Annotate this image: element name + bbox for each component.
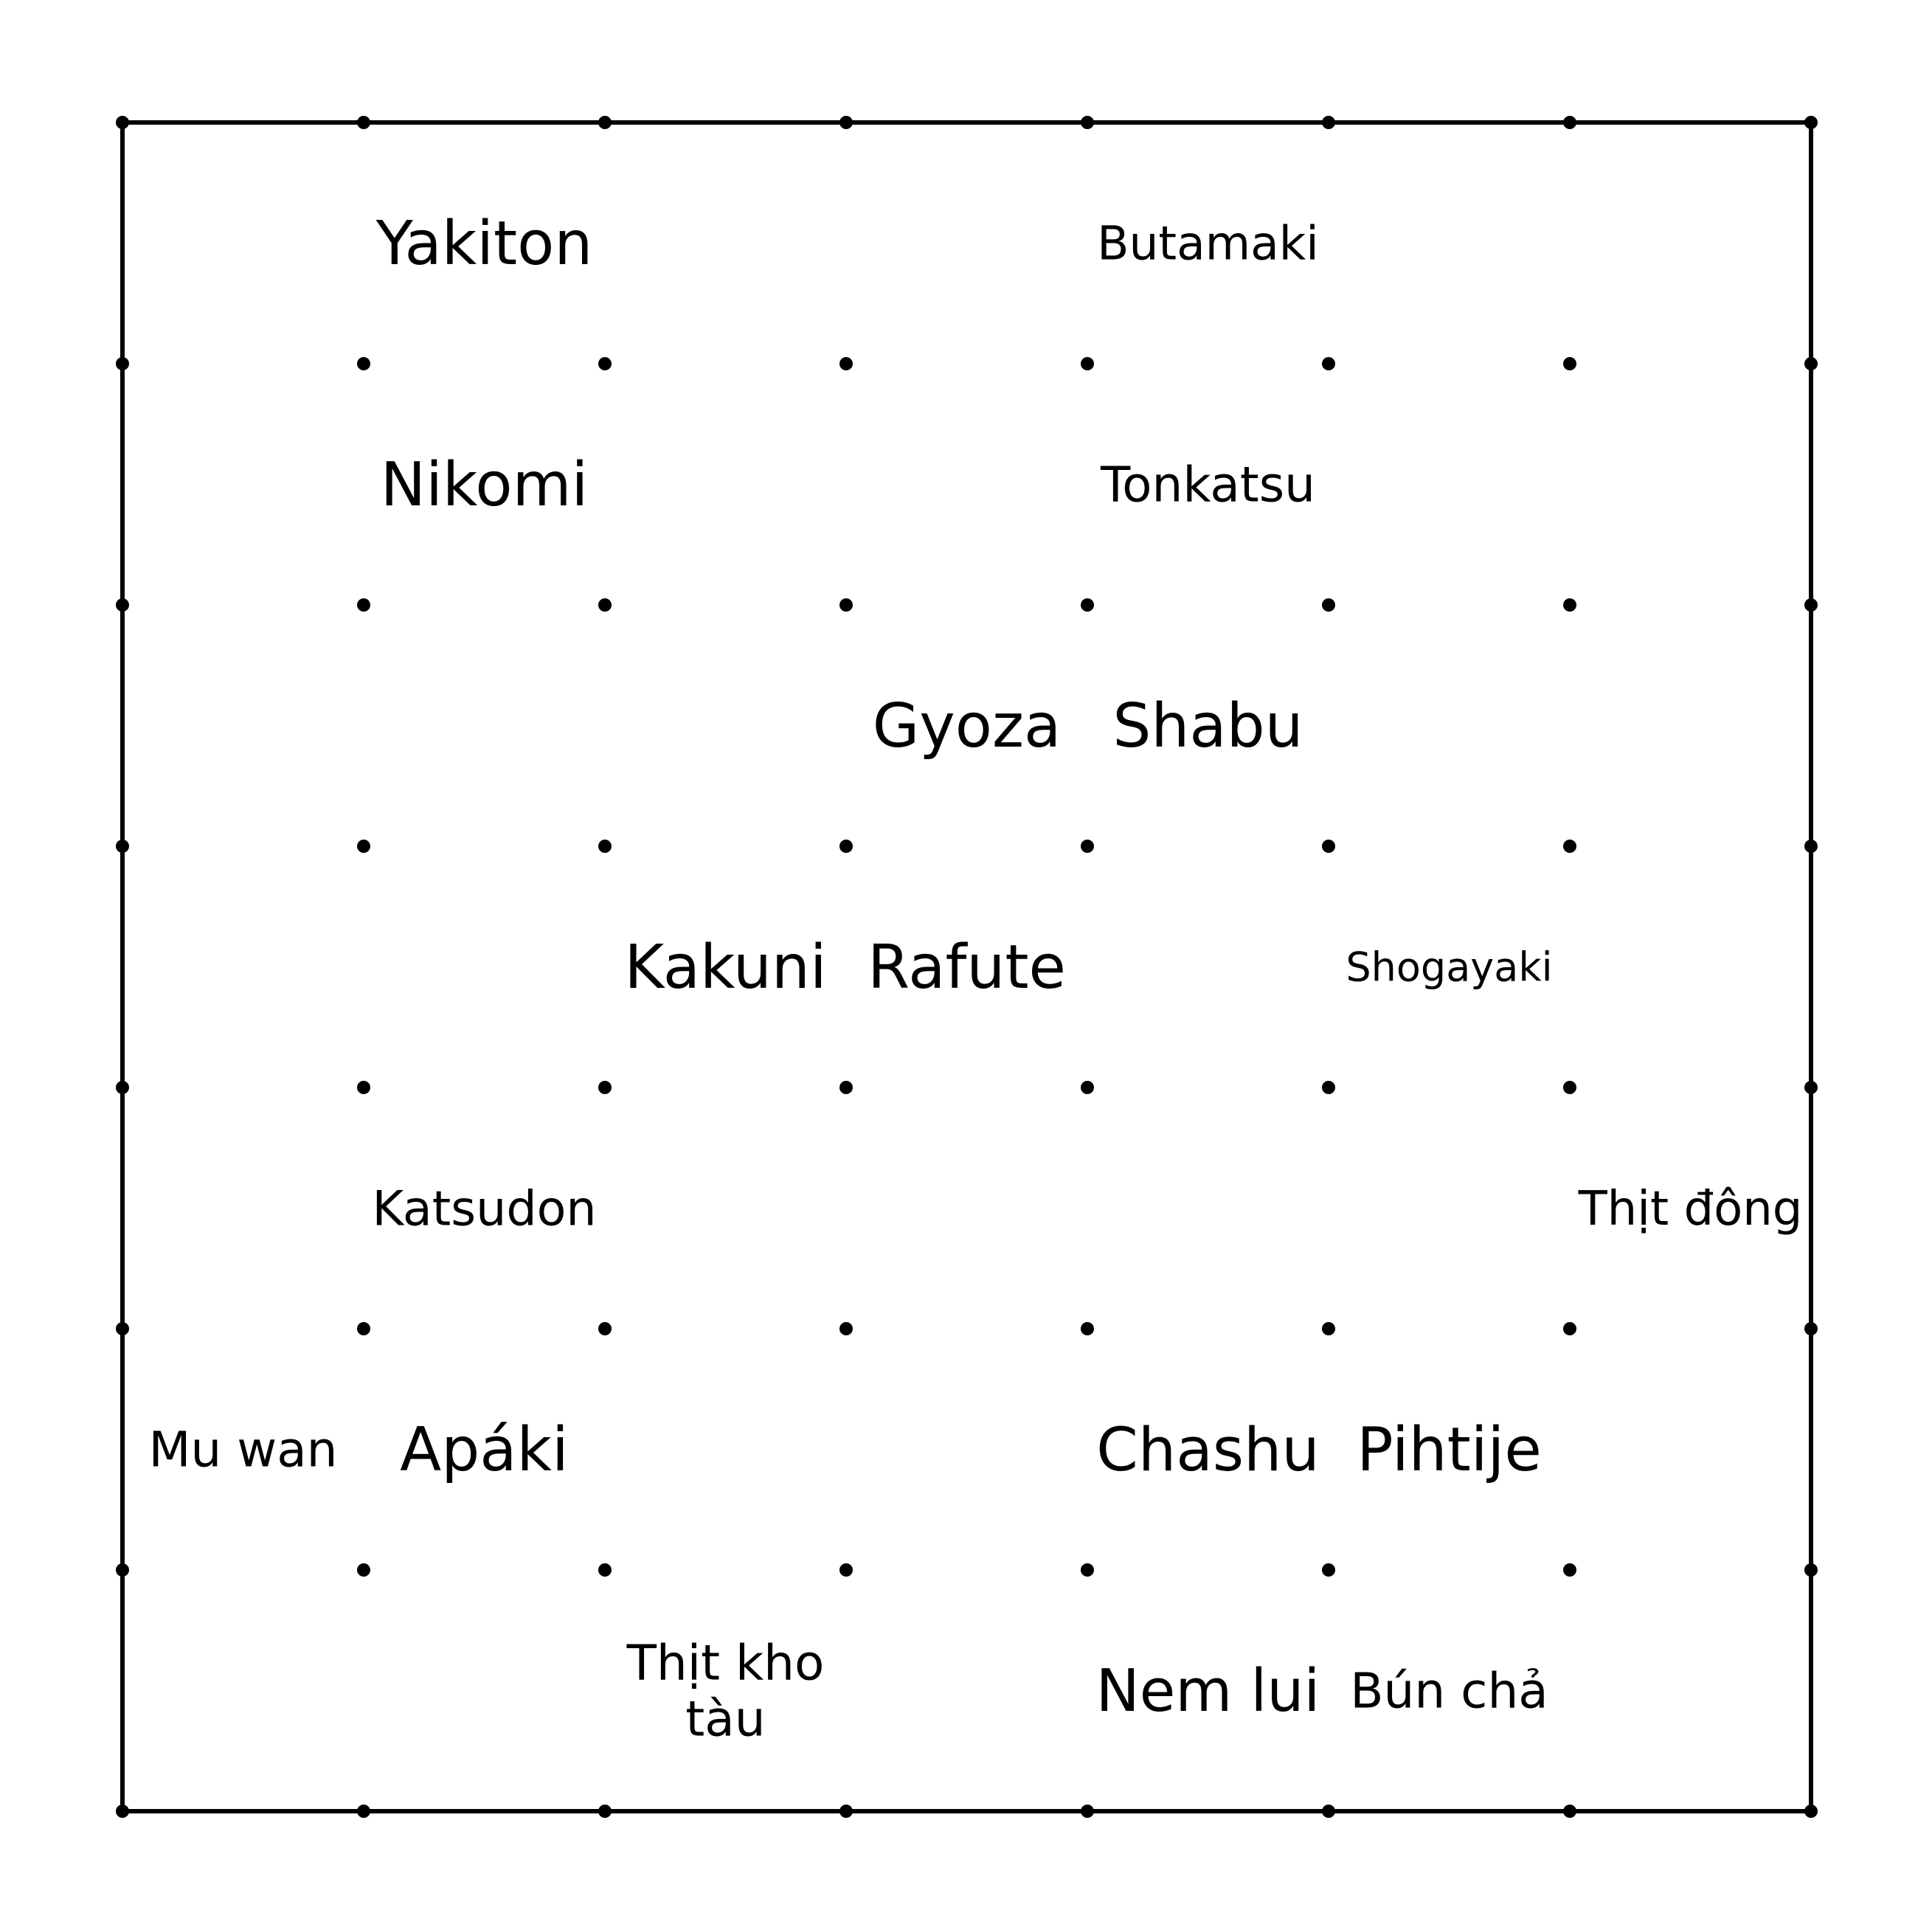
grid-dot (357, 1081, 370, 1094)
word-kakuni: Kakuni (624, 933, 826, 1003)
grid-dot (116, 1081, 129, 1094)
grid-dot (116, 116, 129, 129)
grid-dot (1563, 840, 1576, 853)
grid-dot (839, 1563, 853, 1577)
grid-dot (1804, 116, 1818, 129)
grid-dot (1563, 1563, 1576, 1577)
grid-dot (1804, 1322, 1818, 1335)
word-thit-kho-tau: Thịt kho tàu (626, 1635, 825, 1748)
grid-dot (1804, 1805, 1818, 1818)
word-apaki: Apáki (400, 1415, 569, 1485)
grid-dot (1804, 357, 1818, 370)
word-katsudon: Katsudon (372, 1181, 596, 1236)
grid-dot (357, 598, 370, 612)
grid-dot (1563, 116, 1576, 129)
grid-dot (357, 840, 370, 853)
grid-dot (1322, 1322, 1335, 1335)
grid-dot (1563, 598, 1576, 612)
word-mu-wan: Mu wan (148, 1422, 337, 1478)
grid-dot (839, 1805, 853, 1818)
board-border (120, 120, 1813, 1813)
grid-dot (116, 357, 129, 370)
grid-dot (1081, 1563, 1094, 1577)
grid-dot (116, 840, 129, 853)
grid-dot (598, 598, 612, 612)
grid-dot (1081, 598, 1094, 612)
word-shogayaki: Shogayaki (1346, 944, 1552, 990)
grid-dot (839, 1081, 853, 1094)
grid-dot (1322, 840, 1335, 853)
word-gyoza: Gyoza (873, 691, 1062, 761)
grid-dot (839, 116, 853, 129)
grid-dot (1322, 357, 1335, 370)
word-butamaki: Butamaki (1097, 217, 1318, 271)
word-nem-lui: Nem lui (1096, 1657, 1320, 1725)
grid-dot (839, 598, 853, 612)
grid-dot (1081, 116, 1094, 129)
grid-dot (1081, 357, 1094, 370)
grid-dot (357, 1805, 370, 1818)
grid-dot (116, 1563, 129, 1577)
word-thit-dong: Thịt đông (1578, 1182, 1803, 1236)
word-chashu: Chashu (1096, 1416, 1319, 1485)
word-bun-cha: Bún chả (1350, 1663, 1548, 1720)
grid-dot (1322, 116, 1335, 129)
grid-dot (1563, 1805, 1576, 1818)
grid-dot (357, 1322, 370, 1335)
word-shabu: Shabu (1112, 691, 1303, 761)
grid-dot (357, 357, 370, 370)
word-labels: Yakiton Butamaki Nikomi Tonkatsu Gyoza Shabu K… (148, 209, 1802, 1747)
grid-dot (598, 357, 612, 370)
word-line: Thịt kho (626, 1635, 825, 1692)
word-rafute: Rafute (868, 933, 1066, 1003)
grid-dot (598, 1805, 612, 1818)
grid-dot (1563, 357, 1576, 370)
grid-dot (1322, 1081, 1335, 1094)
grid-dot (839, 357, 853, 370)
word-line: tàu (685, 1691, 765, 1748)
word-pihtije: Pihtije (1357, 1415, 1542, 1485)
grid-dot (839, 840, 853, 853)
grid-dot (1804, 598, 1818, 612)
grid-dot (357, 116, 370, 129)
grid-dot (1322, 598, 1335, 612)
grid-dot (1081, 1322, 1094, 1335)
grid-dot (1322, 1563, 1335, 1577)
grid-dot (1804, 1563, 1818, 1577)
grid-dot (1081, 1081, 1094, 1094)
grid-dot (116, 1805, 129, 1818)
grid-dot (839, 1322, 853, 1335)
word-yakiton: Yakiton (375, 209, 593, 279)
grid-dot (598, 1081, 612, 1094)
grid-dot (1804, 840, 1818, 853)
grid-dot (598, 840, 612, 853)
grid-dot (1322, 1805, 1335, 1818)
grid-dot (116, 1322, 129, 1335)
word-tonkatsu: Tonkatsu (1100, 457, 1315, 513)
grid-dot (598, 1322, 612, 1335)
grid-dot (357, 1563, 370, 1577)
grid-dot (598, 1563, 612, 1577)
grid-dot (1563, 1081, 1576, 1094)
grid-dot (116, 598, 129, 612)
grid-dot (1804, 1081, 1818, 1094)
grid-dot (1081, 1805, 1094, 1818)
grid-dot (598, 116, 612, 129)
grid-dot (1563, 1322, 1576, 1335)
grid-dot (1081, 840, 1094, 853)
word-nikomi: Nikomi (381, 450, 589, 520)
grid-dots (116, 116, 1818, 1818)
